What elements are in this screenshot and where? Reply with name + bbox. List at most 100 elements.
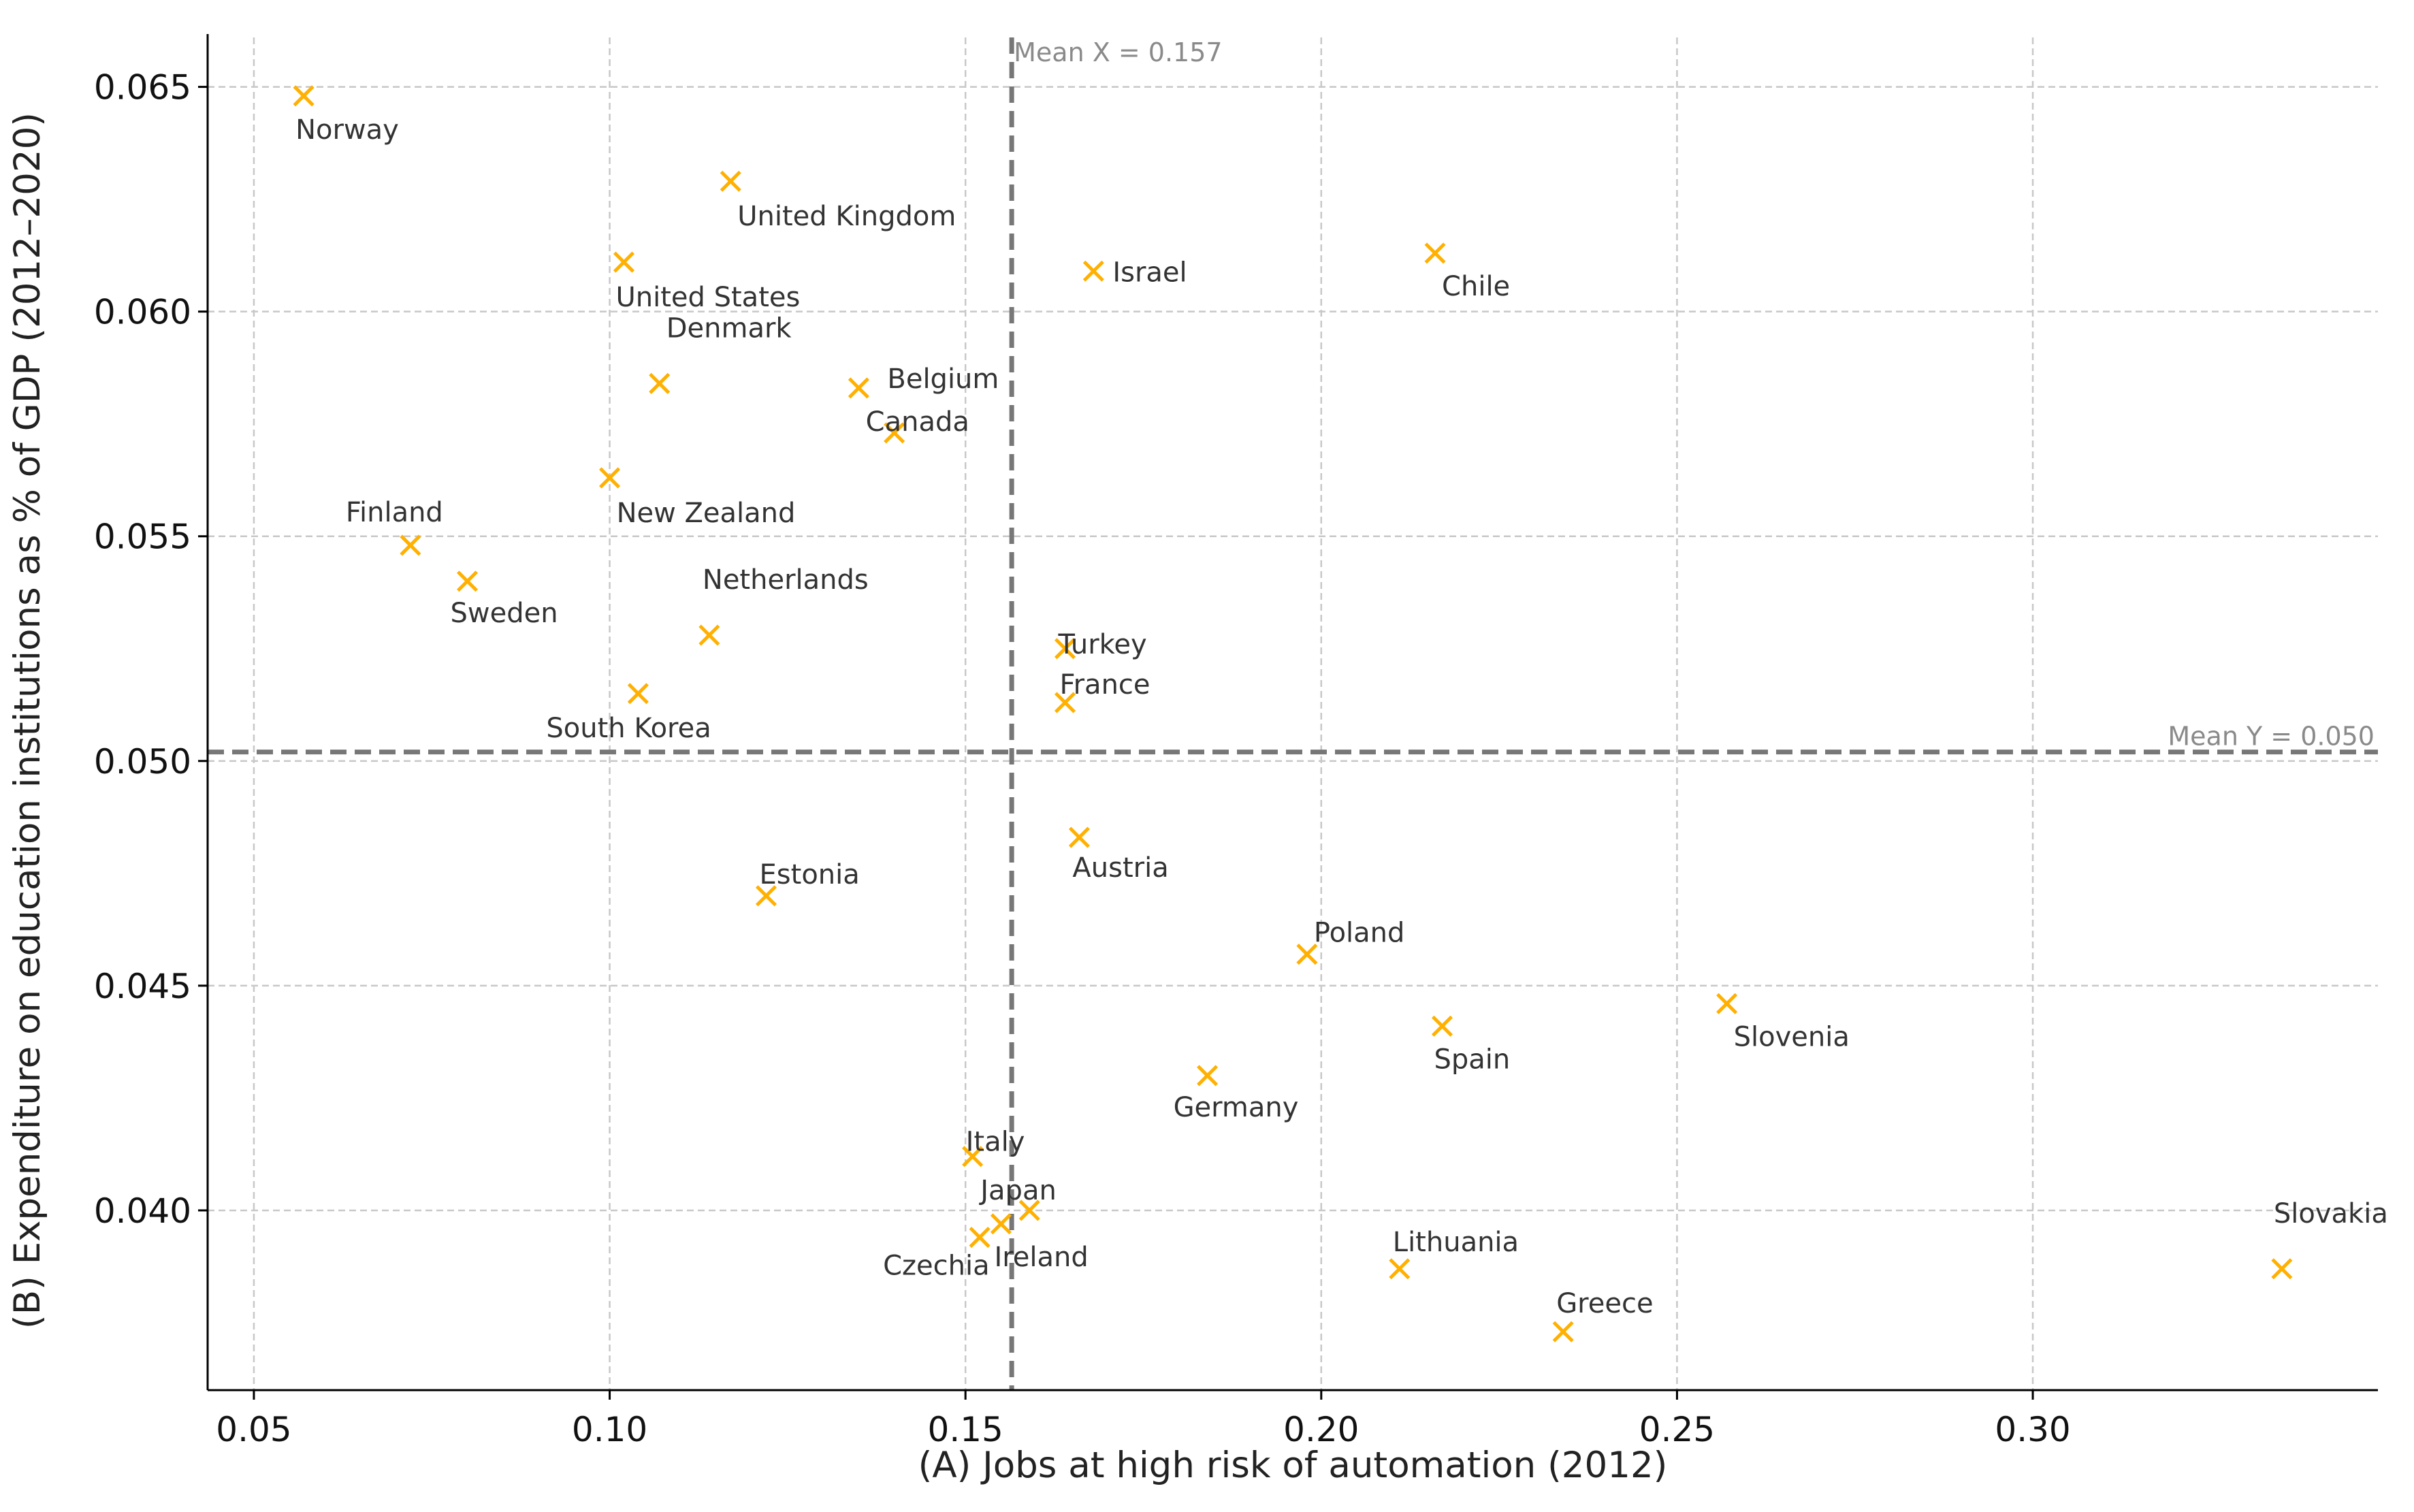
- point-marker: [1389, 1258, 1411, 1280]
- point-label: New Zealand: [617, 498, 796, 529]
- data-point: Japan: [978, 1175, 1057, 1221]
- point-label: Denmark: [666, 312, 792, 344]
- axes: 0.05 0.10 0.15 0.20 0.25 0.30 0.040 0.045 0.050 0…: [94, 34, 2378, 1449]
- point-marker: [969, 1227, 991, 1249]
- data-point: Slovakia: [2271, 1198, 2388, 1280]
- point-label: Germany: [1174, 1092, 1299, 1123]
- data-point: Israel: [1082, 257, 1187, 288]
- data-point: Austria: [1068, 826, 1169, 884]
- point-label: Canada: [866, 406, 969, 438]
- point-label: Netherlands: [703, 564, 869, 596]
- data-point: New Zealand: [599, 467, 796, 529]
- point-marker: [627, 683, 649, 705]
- data-point: Slovenia: [1716, 993, 1850, 1052]
- x-tick-label: 0.05: [216, 1410, 291, 1449]
- point-marker: [1716, 993, 1738, 1014]
- point-marker: [848, 377, 869, 399]
- data-point: United Kingdom: [720, 170, 956, 232]
- point-marker: [962, 1146, 984, 1168]
- y-tick-label: 0.060: [94, 293, 191, 332]
- data-point: Norway: [293, 85, 399, 146]
- point-marker: [698, 624, 720, 646]
- point-marker: [1197, 1065, 1219, 1087]
- point-marker: [990, 1213, 1012, 1235]
- point-label: Slovakia: [2274, 1198, 2388, 1229]
- data-point: South Korea: [546, 683, 711, 744]
- grid-layer: [208, 37, 2378, 1390]
- point-label: Sweden: [451, 598, 558, 629]
- y-tick-label: 0.045: [94, 967, 191, 1006]
- point-label: Belgium: [887, 364, 999, 395]
- point-label: Chile: [1442, 271, 1510, 302]
- point-label: Greece: [1556, 1288, 1653, 1319]
- mean-y-label: Mean Y = 0.050: [2168, 722, 2375, 752]
- data-point: Denmark: [649, 312, 792, 394]
- point-label: Estonia: [760, 859, 860, 890]
- point-label: South Korea: [546, 713, 711, 744]
- point-label: Finland: [346, 497, 443, 528]
- data-point: Canada: [866, 406, 969, 444]
- point-label: Austria: [1072, 852, 1168, 884]
- mean-x-label: Mean X = 0.157: [1014, 37, 1222, 67]
- data-point: Greece: [1552, 1288, 1654, 1342]
- data-point: France: [1054, 669, 1150, 713]
- data-points: Norway United Kingdom United StatesDenmark…: [293, 85, 2388, 1342]
- point-label: Israel: [1112, 257, 1187, 288]
- point-marker: [613, 251, 635, 273]
- data-point: Ireland: [990, 1213, 1089, 1273]
- point-label: France: [1060, 669, 1150, 701]
- data-point: Spain: [1431, 1015, 1511, 1075]
- point-marker: [599, 467, 621, 489]
- point-marker: [1054, 692, 1076, 713]
- point-marker: [1552, 1321, 1574, 1342]
- point-marker: [456, 570, 479, 592]
- point-marker: [1082, 260, 1104, 282]
- point-label: Turkey: [1058, 629, 1147, 660]
- data-point: Turkey: [1054, 629, 1147, 660]
- point-label: Slovenia: [1734, 1021, 1850, 1052]
- data-point: Lithuania: [1389, 1227, 1519, 1280]
- point-marker: [884, 422, 905, 444]
- point-marker: [1018, 1200, 1040, 1221]
- point-label: Japan: [978, 1175, 1057, 1206]
- point-label: Ireland: [994, 1242, 1088, 1273]
- data-point: Chile: [1424, 242, 1510, 302]
- data-point: Sweden: [451, 570, 558, 629]
- y-axis-label: (B) Expenditure on education institution…: [7, 112, 48, 1329]
- data-point: Netherlands: [698, 564, 869, 646]
- point-marker: [2271, 1258, 2293, 1280]
- point-label: United States: [615, 282, 800, 313]
- data-point: Belgium: [848, 364, 999, 399]
- data-point: Finland: [346, 497, 443, 556]
- point-label: Lithuania: [1393, 1227, 1519, 1258]
- point-marker: [720, 170, 741, 192]
- x-tick-label: 0.20: [1283, 1410, 1359, 1449]
- point-label: Norway: [295, 114, 399, 146]
- y-tick-label: 0.055: [94, 517, 191, 557]
- point-label: Spain: [1434, 1044, 1511, 1075]
- y-tick-label: 0.040: [94, 1191, 191, 1231]
- x-tick-label: 0.15: [928, 1410, 1003, 1449]
- data-point: Estonia: [755, 859, 860, 907]
- y-tick-label: 0.050: [94, 742, 191, 782]
- point-marker: [755, 885, 777, 907]
- x-axis-label: (A) Jobs at high risk of automation (201…: [918, 1445, 1668, 1486]
- data-point: Poland: [1296, 918, 1405, 965]
- point-label: Czechia: [883, 1251, 990, 1282]
- y-tick-label: 0.065: [94, 68, 191, 108]
- point-marker: [1424, 242, 1446, 264]
- x-tick-label: 0.25: [1639, 1410, 1715, 1449]
- point-marker: [400, 534, 421, 556]
- point-marker: [1296, 944, 1318, 965]
- data-point: United States: [613, 251, 800, 313]
- point-marker: [1068, 826, 1090, 848]
- point-label: Italy: [966, 1127, 1025, 1158]
- x-tick-label: 0.30: [1995, 1410, 2070, 1449]
- point-label: Poland: [1314, 918, 1405, 949]
- mean-lines: Mean X = 0.157 Mean Y = 0.050: [208, 37, 2378, 1390]
- point-marker: [1054, 638, 1076, 660]
- data-point: Italy: [962, 1127, 1025, 1168]
- point-marker: [1431, 1015, 1453, 1037]
